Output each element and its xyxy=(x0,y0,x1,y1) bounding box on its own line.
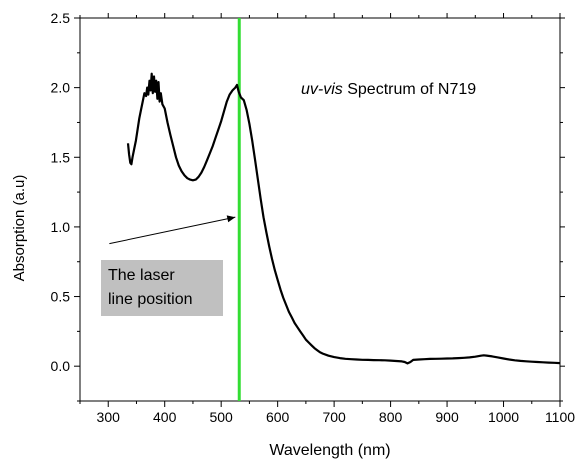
x-tick-label: 400 xyxy=(153,409,177,425)
plot-layer: 300 400 500 600 700 800 900 1000 1100 0.0 0.5 1.0 1.… xyxy=(51,10,576,425)
callout-arrow-head xyxy=(226,215,236,223)
spectrum-annotation-title-rest: Spectrum of N719 xyxy=(343,81,477,98)
x-tick-label: 1000 xyxy=(488,409,519,425)
laser-callout-line-2: line position xyxy=(108,291,193,308)
y-axis-label: Absorption (a.u) xyxy=(11,175,28,282)
y-tick-label: 1.0 xyxy=(51,219,71,235)
x-tick-label: 600 xyxy=(266,409,290,425)
y-tick-label: 2.0 xyxy=(51,80,71,96)
laser-callout-box xyxy=(101,260,223,316)
x-tick-label: 300 xyxy=(97,409,121,425)
callout-arrow-shaft xyxy=(109,216,236,245)
laser-callout: The laser line position xyxy=(101,260,223,316)
y-tick-label: 0.5 xyxy=(51,289,71,305)
x-tick-label: 500 xyxy=(209,409,233,425)
y-tick-label: 1.5 xyxy=(51,149,71,165)
x-tick-label: 1100 xyxy=(545,409,575,425)
x-tick-label: 900 xyxy=(435,409,459,425)
x-axis-label: Wavelength (nm) xyxy=(269,442,390,459)
y-tick-label: 0.0 xyxy=(51,358,71,374)
laser-callout-line-1: The laser xyxy=(108,267,175,284)
y-tick-label: 2.5 xyxy=(51,10,71,26)
x-tick-label: 700 xyxy=(322,409,346,425)
spectrum-line xyxy=(126,72,561,365)
spectrum-annotation-title-italic: uv-vis xyxy=(301,81,343,98)
x-tick-label: 800 xyxy=(379,409,403,425)
spectrum-annotation-title: uv-vis Spectrum of N719 xyxy=(301,81,476,98)
plot-frame xyxy=(79,17,561,402)
